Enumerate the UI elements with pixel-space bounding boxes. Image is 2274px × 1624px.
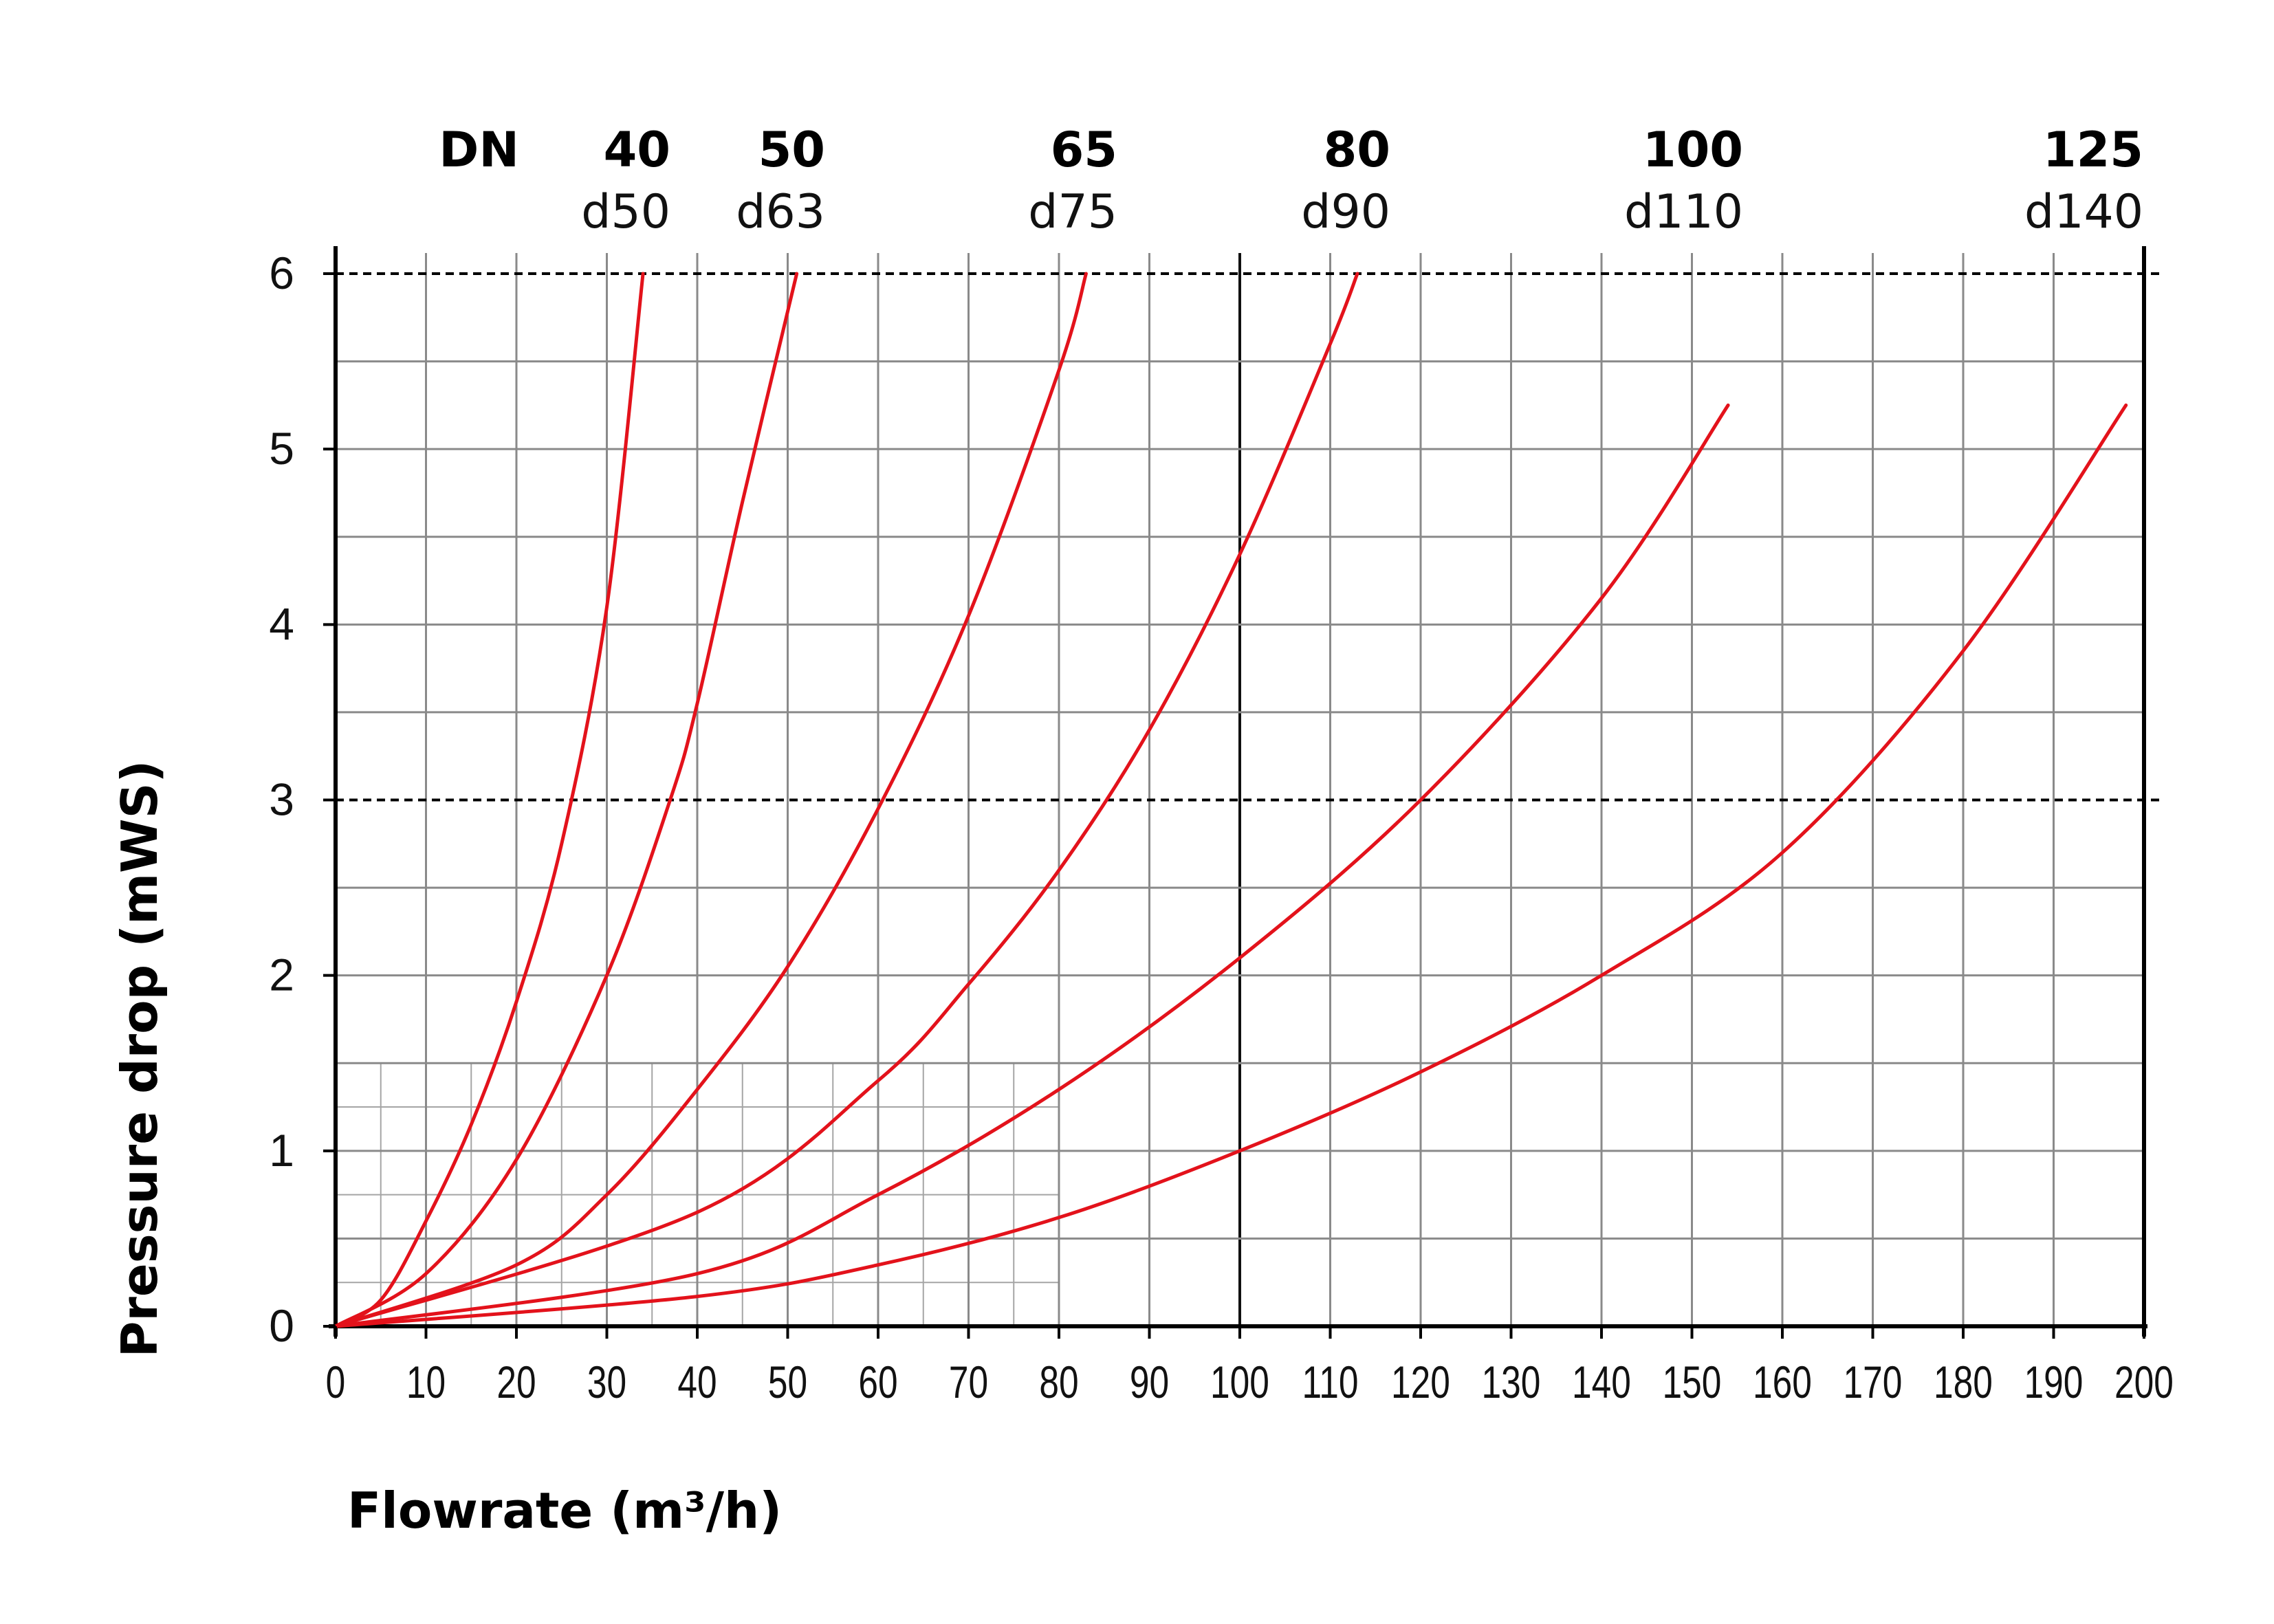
plot-frame	[329, 246, 2147, 1337]
y-tick-label: 3	[269, 774, 294, 825]
y-axis-title: Pressure drop (mWS)	[111, 760, 168, 1358]
x-tick-label: 190	[2024, 1357, 2084, 1408]
x-axis-title: Flowrate (m³/h)	[347, 1482, 782, 1539]
x-tick-label: 150	[1663, 1357, 1722, 1408]
major-grid	[336, 253, 2144, 1326]
series-line-dn100	[334, 403, 1730, 1328]
y-tick-label: 5	[269, 423, 294, 474]
series-label-dn65: 65	[1051, 122, 1117, 178]
x-tick-label: 180	[1934, 1357, 1993, 1408]
series-line-dn125	[334, 403, 2128, 1328]
x-tick-label: 0	[326, 1357, 346, 1408]
x-tick-label: 50	[768, 1357, 807, 1408]
series-label-dn40: 40	[604, 122, 670, 178]
x-tick-label: 90	[1130, 1357, 1169, 1408]
x-tick-label: 60	[858, 1357, 897, 1408]
series-label-dn125: 125	[2043, 122, 2143, 178]
x-tick-label: 30	[587, 1357, 626, 1408]
series-label-d50: d50	[581, 185, 670, 239]
y-tick-label: 1	[269, 1125, 294, 1176]
x-tick-label: 10	[406, 1357, 446, 1408]
x-tick-label: 80	[1039, 1357, 1078, 1408]
x-tick-labels: 0 10 20 30 40 50 60 70 80 90 100 110 120 130 140 150 160…	[326, 1326, 2174, 1407]
x-tick-label: 20	[496, 1357, 536, 1408]
series-label-dn50: 50	[758, 122, 825, 178]
dn-header: DN	[439, 122, 519, 178]
series-label-d75: d75	[1028, 185, 1117, 239]
x-tick-label: 160	[1753, 1357, 1812, 1408]
series-label-d140: d140	[2024, 185, 2143, 239]
x-tick-label: 100	[1210, 1357, 1269, 1408]
y-tick-labels: 0 1 2 3 4 5 6	[269, 248, 336, 1351]
y-tick-label: 6	[269, 248, 294, 298]
series-label-d90: d90	[1301, 185, 1390, 239]
series-line-dn50	[334, 272, 799, 1328]
series-label-dn100: 100	[1643, 122, 1743, 178]
x-tick-label: 140	[1572, 1357, 1631, 1408]
series-label-d110: d110	[1624, 185, 1743, 239]
series-line-dn65	[334, 272, 1088, 1328]
y-tick-label: 0	[269, 1300, 294, 1351]
x-tick-label: 120	[1391, 1357, 1450, 1408]
series-line-dn40	[334, 272, 645, 1328]
x-tick-label: 170	[1844, 1357, 1903, 1408]
x-tick-label: 110	[1302, 1357, 1358, 1408]
reference-lines	[336, 272, 2161, 802]
series-labels: 40 d50 50 d63 65 d75 80 d90 100 d110 125 d140	[581, 122, 2143, 239]
series-label-dn80: 80	[1324, 122, 1390, 178]
series-label-d63: d63	[736, 185, 825, 239]
x-tick-label: 130	[1482, 1357, 1541, 1408]
x-tick-label: 40	[677, 1357, 717, 1408]
x-tick-label: 200	[2114, 1357, 2174, 1408]
y-tick-label: 4	[269, 598, 294, 649]
x-tick-label: 70	[949, 1357, 988, 1408]
series-line-dn80	[334, 272, 1359, 1328]
series-lines	[334, 272, 2128, 1328]
y-tick-label: 2	[269, 950, 294, 1000]
